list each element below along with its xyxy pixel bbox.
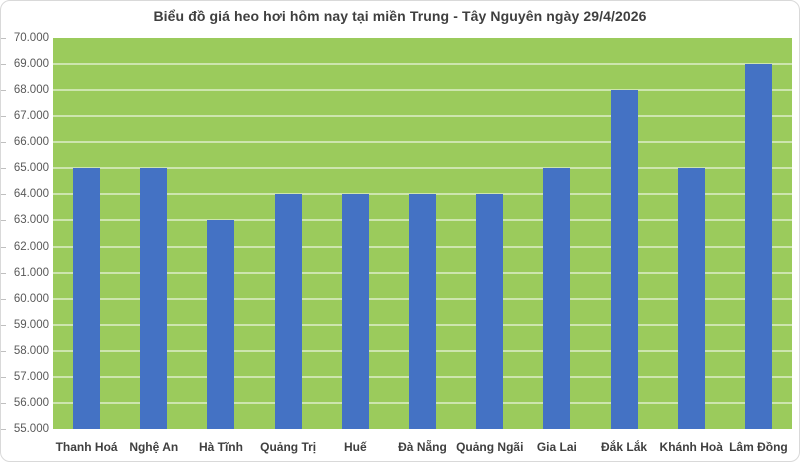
y-axis-tick-label: 60.000 (13, 292, 49, 305)
y-axis-tick-mark (1, 142, 6, 144)
bar (610, 90, 638, 429)
y-axis-tick-label: 63.000 (13, 214, 49, 227)
y-axis-tick-label: 56.000 (13, 396, 49, 409)
x-axis-category-label: Lâm Đồng (729, 440, 788, 454)
bar (744, 64, 772, 429)
y-axis-tick-mark (1, 350, 6, 352)
y-axis-tick-label: 62.000 (13, 240, 49, 253)
y-axis-tick-mark (1, 272, 6, 274)
y-axis-tick-label: 66.000 (13, 136, 49, 149)
y-axis-tick-label: 64.000 (13, 188, 49, 201)
bar (476, 194, 504, 429)
y-axis-tick-label: 55.000 (13, 423, 49, 435)
plot-area (53, 38, 792, 429)
bar (341, 194, 369, 429)
y-axis-tick-label: 67.000 (13, 110, 49, 123)
gridline (53, 115, 792, 118)
x-axis-category-label: Gia Lai (536, 440, 577, 454)
bar (73, 168, 101, 429)
bar (207, 220, 235, 429)
x-axis-category-label: Thanh Hoá (55, 440, 118, 454)
gridline (53, 141, 792, 144)
gridline (53, 63, 792, 66)
bar (677, 168, 705, 429)
y-axis-tick-label: 59.000 (13, 318, 49, 331)
y-axis-tick-label: 61.000 (13, 266, 49, 279)
x-axis-category-label: Khánh Hoà (659, 440, 723, 454)
y-axis-tick-mark (1, 64, 6, 66)
y-axis-tick-mark (1, 246, 6, 248)
gridline (53, 193, 792, 196)
y-axis-tick-mark (1, 90, 6, 92)
y-axis-tick-label: 70.000 (13, 32, 49, 44)
bar (140, 168, 168, 429)
y-axis-tick-mark (1, 402, 6, 404)
y-axis-tick-mark (1, 38, 6, 39)
y-axis-tick-mark (1, 298, 6, 300)
x-axis-category-label: Quảng Ngãi (456, 440, 524, 454)
y-axis-tick-label: 65.000 (13, 162, 49, 175)
x-axis-category-label: Hà Tĩnh (198, 440, 243, 454)
x-axis-category-label: Huế (343, 440, 367, 454)
x-axis-category-label: Đà Nẵng (398, 440, 447, 454)
y-axis-tick-mark (1, 168, 6, 170)
x-axis-category-label: Quảng Trị (260, 440, 317, 454)
y-axis-tick-mark (1, 429, 6, 430)
x-axis-category-label: Nghệ An (129, 440, 179, 454)
chart-title: Biểu đồ giá heo hơi hôm nay tại miền Tru… (153, 8, 647, 24)
y-axis-tick-mark (1, 194, 6, 196)
y-axis-tick-mark (1, 376, 6, 378)
y-axis-tick-label: 58.000 (13, 344, 49, 357)
gridline (53, 167, 792, 170)
y-axis-tick-mark (1, 116, 6, 118)
y-axis-tick-label: 57.000 (13, 370, 49, 383)
x-axis-category-label: Đắk Lắk (601, 440, 648, 454)
y-axis-tick-mark (1, 220, 6, 222)
y-axis-tick-label: 68.000 (13, 84, 49, 97)
bar (543, 168, 571, 429)
y-axis-tick-mark (1, 324, 6, 326)
gridline (53, 89, 792, 92)
bar (409, 194, 436, 429)
y-axis-tick-label: 69.000 (13, 58, 49, 71)
bar (274, 194, 302, 429)
